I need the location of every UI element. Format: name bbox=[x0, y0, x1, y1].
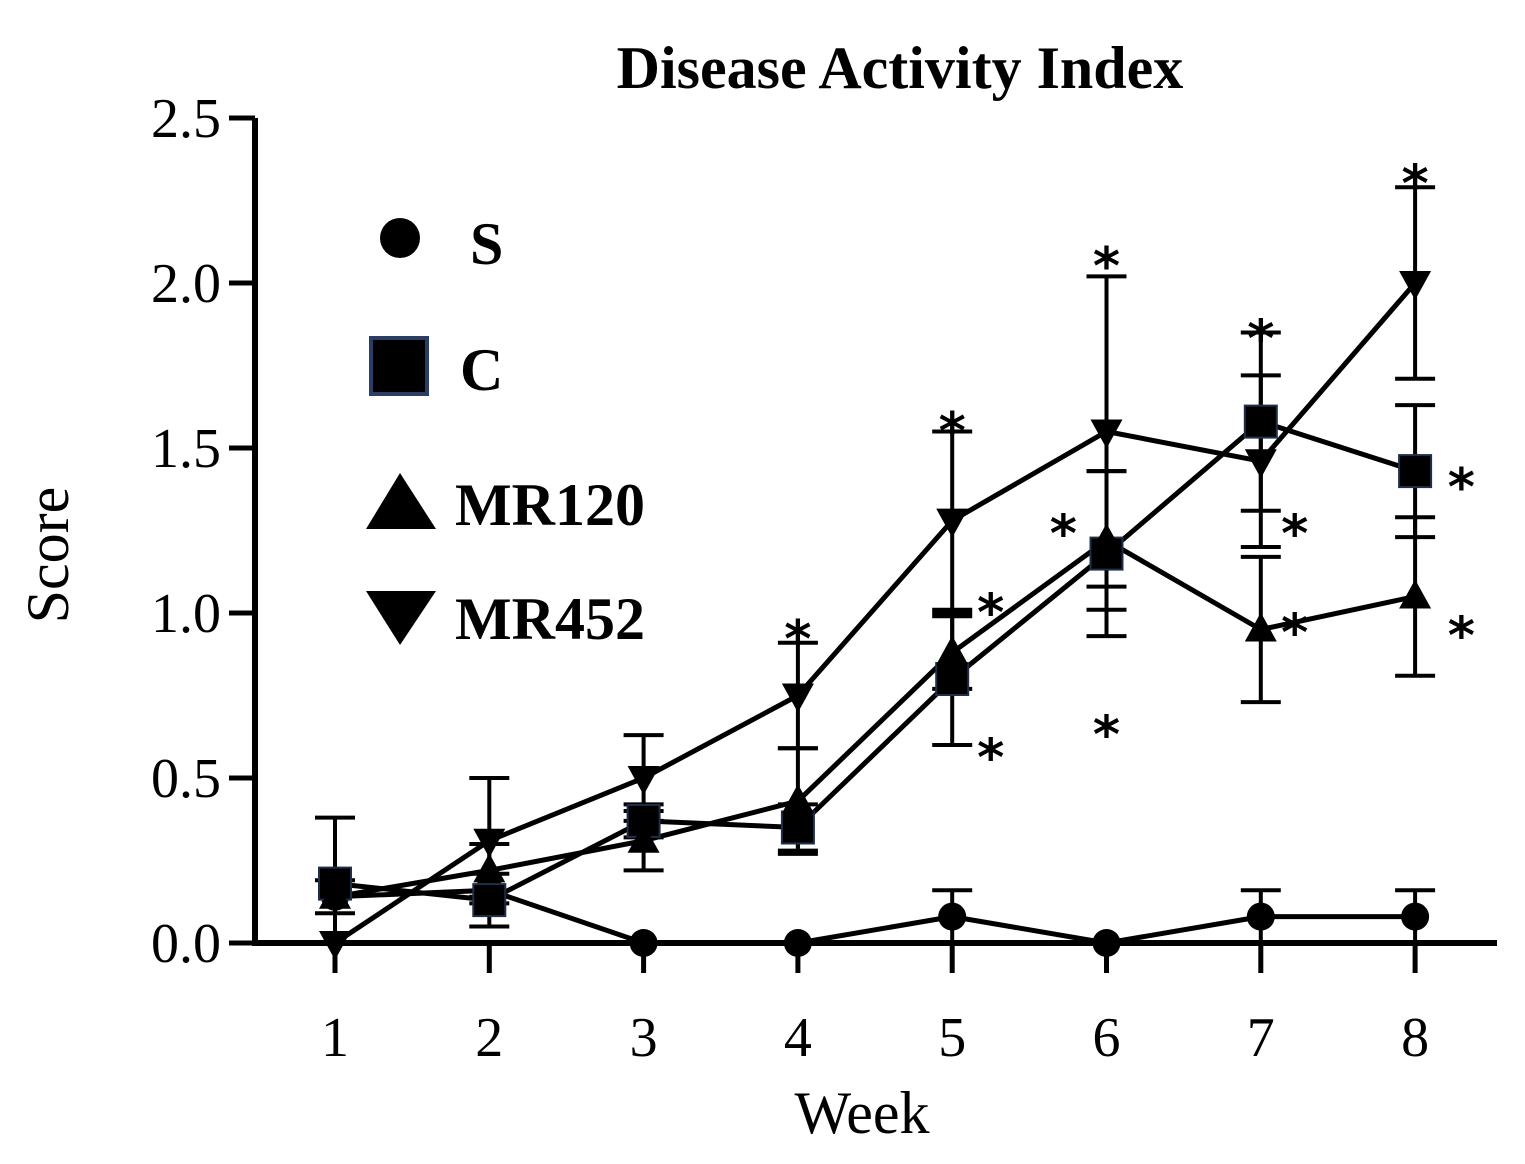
data-point-mr452 bbox=[781, 683, 814, 713]
legend-label-mr120: MR120 bbox=[455, 472, 645, 538]
y-tick-label: 0.5 bbox=[151, 748, 221, 810]
data-point-s bbox=[783, 929, 812, 957]
x-tick-label: 5 bbox=[938, 1007, 966, 1069]
chart-title: Disease Activity Index bbox=[617, 35, 1184, 101]
data-point-mr452 bbox=[1090, 419, 1123, 449]
data-point-mr120 bbox=[1090, 523, 1123, 553]
significance-star: * bbox=[1093, 706, 1120, 766]
data-point-mr120 bbox=[1244, 612, 1277, 642]
series-line-s bbox=[334, 887, 1416, 946]
legend-marker-s bbox=[380, 218, 420, 258]
significance-annotations: * * * * * * * * * * * * * bbox=[784, 155, 1475, 789]
legend-marker-mr120 bbox=[366, 473, 436, 529]
data-point-c bbox=[472, 883, 507, 918]
x-axis-label: Week bbox=[794, 1080, 929, 1146]
data-point-s bbox=[1401, 902, 1430, 931]
significance-star: * bbox=[977, 729, 1004, 789]
data-point-mr120 bbox=[473, 853, 506, 883]
data-point-mr120 bbox=[627, 823, 660, 853]
significance-star: * bbox=[977, 584, 1004, 644]
x-tick-label: 6 bbox=[1093, 1007, 1121, 1069]
significance-star: * bbox=[1401, 155, 1428, 215]
series-lines bbox=[333, 281, 1417, 946]
data-point-c bbox=[780, 810, 815, 845]
data-point-mr120 bbox=[936, 635, 969, 665]
series-markers bbox=[318, 271, 1433, 960]
data-point-c bbox=[935, 662, 970, 696]
data-point-s bbox=[1246, 902, 1275, 931]
data-point-mr452 bbox=[627, 766, 660, 795]
data-point-s bbox=[1092, 929, 1121, 957]
data-point-s bbox=[938, 902, 967, 931]
significance-star: * bbox=[1247, 310, 1274, 370]
y-tick-label: 2.5 bbox=[151, 88, 221, 150]
y-tick-label: 1.5 bbox=[151, 418, 221, 480]
legend: SC MR120 MR452 bbox=[366, 211, 645, 652]
data-point-c bbox=[1398, 454, 1433, 489]
legend-label-s: S bbox=[470, 211, 503, 277]
x-tick-label: 8 bbox=[1401, 1007, 1429, 1069]
y-tick-label: 2.0 bbox=[151, 253, 221, 315]
legend-marker-mr452 bbox=[366, 591, 436, 645]
legend-label-c: C bbox=[460, 337, 503, 403]
y-tick-label: 1.0 bbox=[151, 583, 221, 645]
legend-label-mr452: MR452 bbox=[455, 586, 645, 652]
data-point-mr120 bbox=[319, 879, 351, 909]
significance-star: * bbox=[1093, 237, 1120, 297]
significance-star: * bbox=[784, 610, 811, 670]
x-tick-label: 7 bbox=[1247, 1007, 1275, 1069]
data-point-mr452 bbox=[319, 931, 351, 960]
y-axis-label: Score bbox=[15, 487, 81, 624]
axes: 0.0 0.5 1.0 1.5 2.0 2.5 1 2 3 4 5 6 7 8 bbox=[151, 88, 1497, 1069]
data-point-mr452 bbox=[1399, 271, 1432, 300]
data-point-mr452 bbox=[473, 828, 506, 858]
significance-star: * bbox=[1281, 504, 1308, 564]
data-point-c bbox=[626, 803, 661, 838]
significance-star: * bbox=[1281, 603, 1308, 663]
data-point-mr120 bbox=[1399, 579, 1432, 609]
significance-star: * bbox=[1050, 504, 1077, 564]
data-point-mr120 bbox=[781, 784, 814, 814]
data-point-s bbox=[629, 929, 658, 957]
series-line-mr120 bbox=[334, 537, 1416, 900]
x-tick-label: 2 bbox=[475, 1007, 503, 1069]
x-tick-label: 1 bbox=[321, 1007, 349, 1069]
series-line-mr452 bbox=[333, 281, 1417, 946]
y-tick-label: 0.0 bbox=[151, 913, 221, 975]
x-tick-label: 3 bbox=[630, 1007, 658, 1069]
significance-star: * bbox=[1448, 607, 1475, 667]
series-line-c bbox=[334, 419, 1416, 903]
data-point-mr452 bbox=[936, 508, 969, 538]
significance-star: * bbox=[1448, 458, 1475, 518]
x-tick-label: 4 bbox=[784, 1007, 812, 1069]
data-point-c bbox=[1243, 404, 1278, 439]
data-point-mr452 bbox=[1244, 449, 1277, 479]
significance-star: * bbox=[939, 402, 966, 462]
legend-marker-c bbox=[369, 336, 429, 396]
